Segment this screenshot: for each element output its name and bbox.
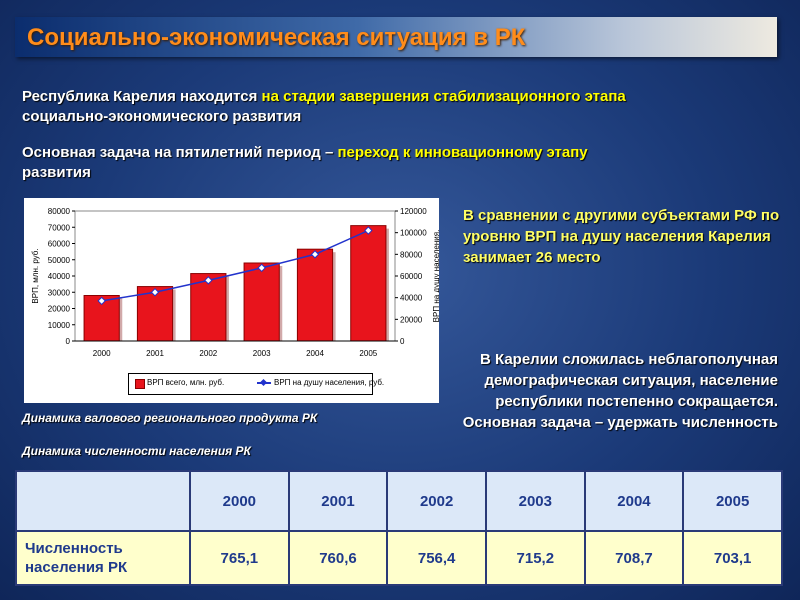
left-tick-label: 20000	[48, 305, 71, 314]
left-tick-label: 40000	[48, 272, 71, 281]
grp-bar-2002	[190, 273, 227, 342]
plot-area	[74, 210, 396, 342]
chart-legend: ВРП всего, млн. руб. ВРП на душу населен…	[128, 373, 384, 395]
per-capita-point-2000	[97, 296, 106, 306]
stage-text: Республика Карелия находится	[22, 88, 262, 105]
population-2000: 765,1	[189, 530, 290, 586]
year-2000-header: 2000	[189, 470, 290, 532]
per-capita-point-2005	[364, 226, 373, 235]
x-tick-label: 2005	[359, 349, 377, 358]
chart-svg: 8000070000600005000040000300002000010000…	[31, 207, 439, 358]
left-tick-label: 30000	[48, 288, 71, 297]
task-highlight: переход к инновационному этапу	[337, 144, 588, 161]
task-text-2: развития	[22, 164, 91, 181]
population-2004: 708,7	[583, 530, 685, 586]
chart-caption: Динамика валового регионального продукта…	[22, 411, 318, 425]
per-capita-point-2004	[310, 250, 320, 259]
stage-text-2: социально-экономического развития	[22, 108, 302, 125]
year-2002-header: 2002	[386, 470, 487, 532]
per-capita-point-2002	[204, 276, 213, 285]
title-bar: Социально-экономическая ситуация в РК	[15, 17, 777, 57]
x-tick-label: 2002	[199, 349, 217, 358]
legend-line-label: ВРП на душу населения, руб.	[274, 378, 385, 387]
per-capita-point-2003	[257, 263, 266, 273]
per-capita-point-2001	[150, 288, 160, 297]
right-axis-title-line1: ВРП на душу населения,	[432, 230, 439, 323]
right-tick-label: 0	[400, 337, 405, 346]
table-caption: Динамика численности населения РК	[22, 444, 251, 458]
stage-highlight: на стадии завершения стабилизационного э…	[261, 88, 626, 105]
right-tick-label: 120000	[400, 207, 427, 216]
left-tick-label: 10000	[48, 321, 71, 330]
left-tick-label: 70000	[48, 223, 71, 232]
legend-line-marker	[259, 378, 268, 387]
right-tick-label: 80000	[400, 250, 423, 259]
year-2003-header: 2003	[484, 470, 586, 532]
task-text: Основная задача на пятилетний период –	[22, 144, 338, 161]
population-2005: 703,1	[682, 530, 783, 586]
right-tick-label: 40000	[400, 294, 423, 303]
population-row-label: Численность населения РК	[15, 530, 191, 586]
left-tick-label: 60000	[48, 240, 71, 249]
year-2001-header: 2001	[287, 470, 389, 532]
x-tick-label: 2000	[93, 349, 111, 358]
legend-bar-swatch	[135, 379, 145, 389]
left-axis-title: ВРП, млн. руб.	[31, 248, 40, 303]
year-2005-header: 2005	[682, 470, 783, 532]
demography-text: В Карелии сложилась неблагополучная демо…	[462, 351, 778, 431]
table-corner-cell	[15, 470, 191, 532]
left-tick-label: 50000	[48, 256, 71, 265]
right-tick-label: 20000	[400, 315, 423, 324]
grp-bar-2003	[243, 262, 280, 342]
left-tick-label: 80000	[48, 207, 71, 216]
right-tick-label: 100000	[400, 229, 427, 238]
left-tick-label: 0	[66, 337, 71, 346]
grp-bar-2004	[296, 248, 334, 342]
grp-chart: 80000 70000 60000 50000 40000 30000 20000 10000…	[24, 198, 439, 403]
grp-bar-2005	[350, 225, 387, 342]
stage-paragraph: Республика Карелия находится на стадии з…	[22, 87, 762, 127]
population-2002: 756,4	[386, 530, 487, 586]
x-tick-label: 2003	[253, 349, 271, 358]
table-row: Численность населения РК 765,1 760,6 756…	[15, 530, 783, 586]
population-table: 2000 2001 2002 2003 2004 2005 Численност…	[15, 470, 783, 586]
x-tick-label: 2004	[306, 349, 324, 358]
task-paragraph: Основная задача на пятилетний период – п…	[22, 143, 762, 183]
population-2003: 715,2	[484, 530, 586, 586]
population-2001: 760,6	[287, 530, 389, 586]
per-capita-line	[101, 229, 369, 302]
right-tick-label: 60000	[400, 272, 423, 281]
slide-title: Социально-экономическая ситуация в РК	[27, 24, 526, 51]
table-header-row: 2000 2001 2002 2003 2004 2005	[15, 470, 783, 532]
legend-bar-label: ВРП всего, млн. руб.	[147, 378, 225, 387]
year-2004-header: 2004	[583, 470, 685, 532]
grp-rank-text: В сравнении с другими субъектами РФ по у…	[463, 207, 780, 266]
x-tick-label: 2001	[146, 349, 164, 358]
